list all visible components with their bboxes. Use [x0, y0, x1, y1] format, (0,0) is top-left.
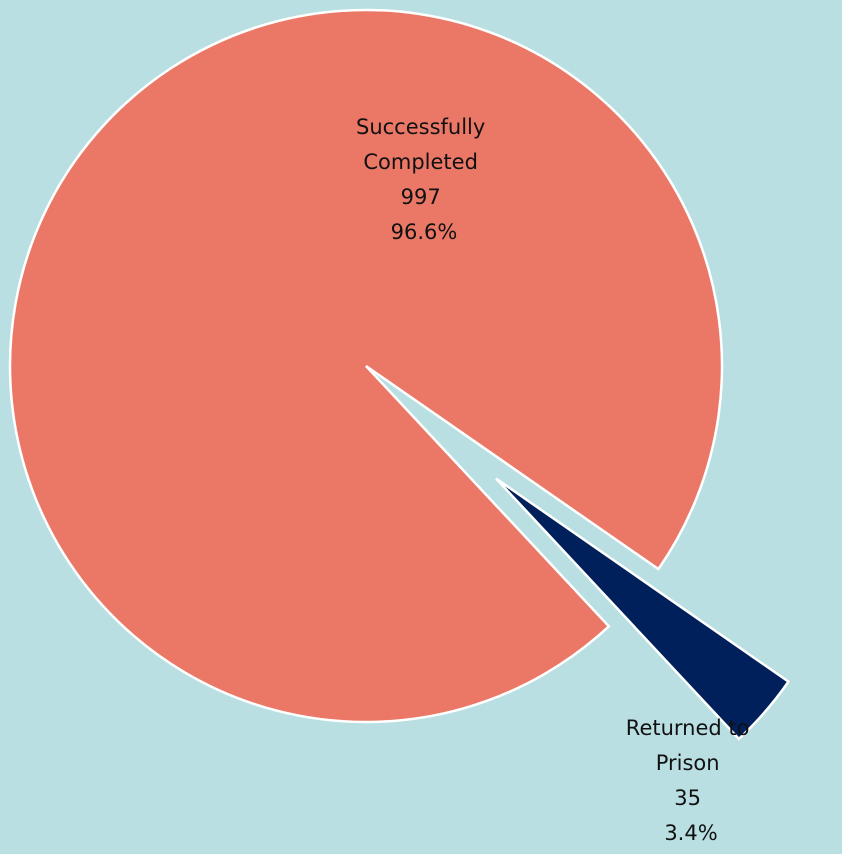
slice-returned-to-prison: [495, 477, 791, 741]
label-percent: 96.6%: [391, 220, 458, 244]
label-line-2: Completed: [363, 150, 478, 174]
label-line-2: Prison: [656, 751, 720, 775]
label-line-1: Successfully: [356, 115, 485, 139]
label-percent: 3.4%: [664, 821, 717, 845]
label-value: 997: [401, 185, 441, 209]
label-line-1: Returned to: [626, 716, 750, 740]
label-successfully-completed: Successfully Completed 997 96.6%: [356, 115, 492, 244]
label-value: 35: [674, 786, 701, 810]
label-returned-to-prison: Returned to Prison 35 3.4%: [626, 716, 756, 845]
slice-successfully-completed: [8, 8, 724, 724]
